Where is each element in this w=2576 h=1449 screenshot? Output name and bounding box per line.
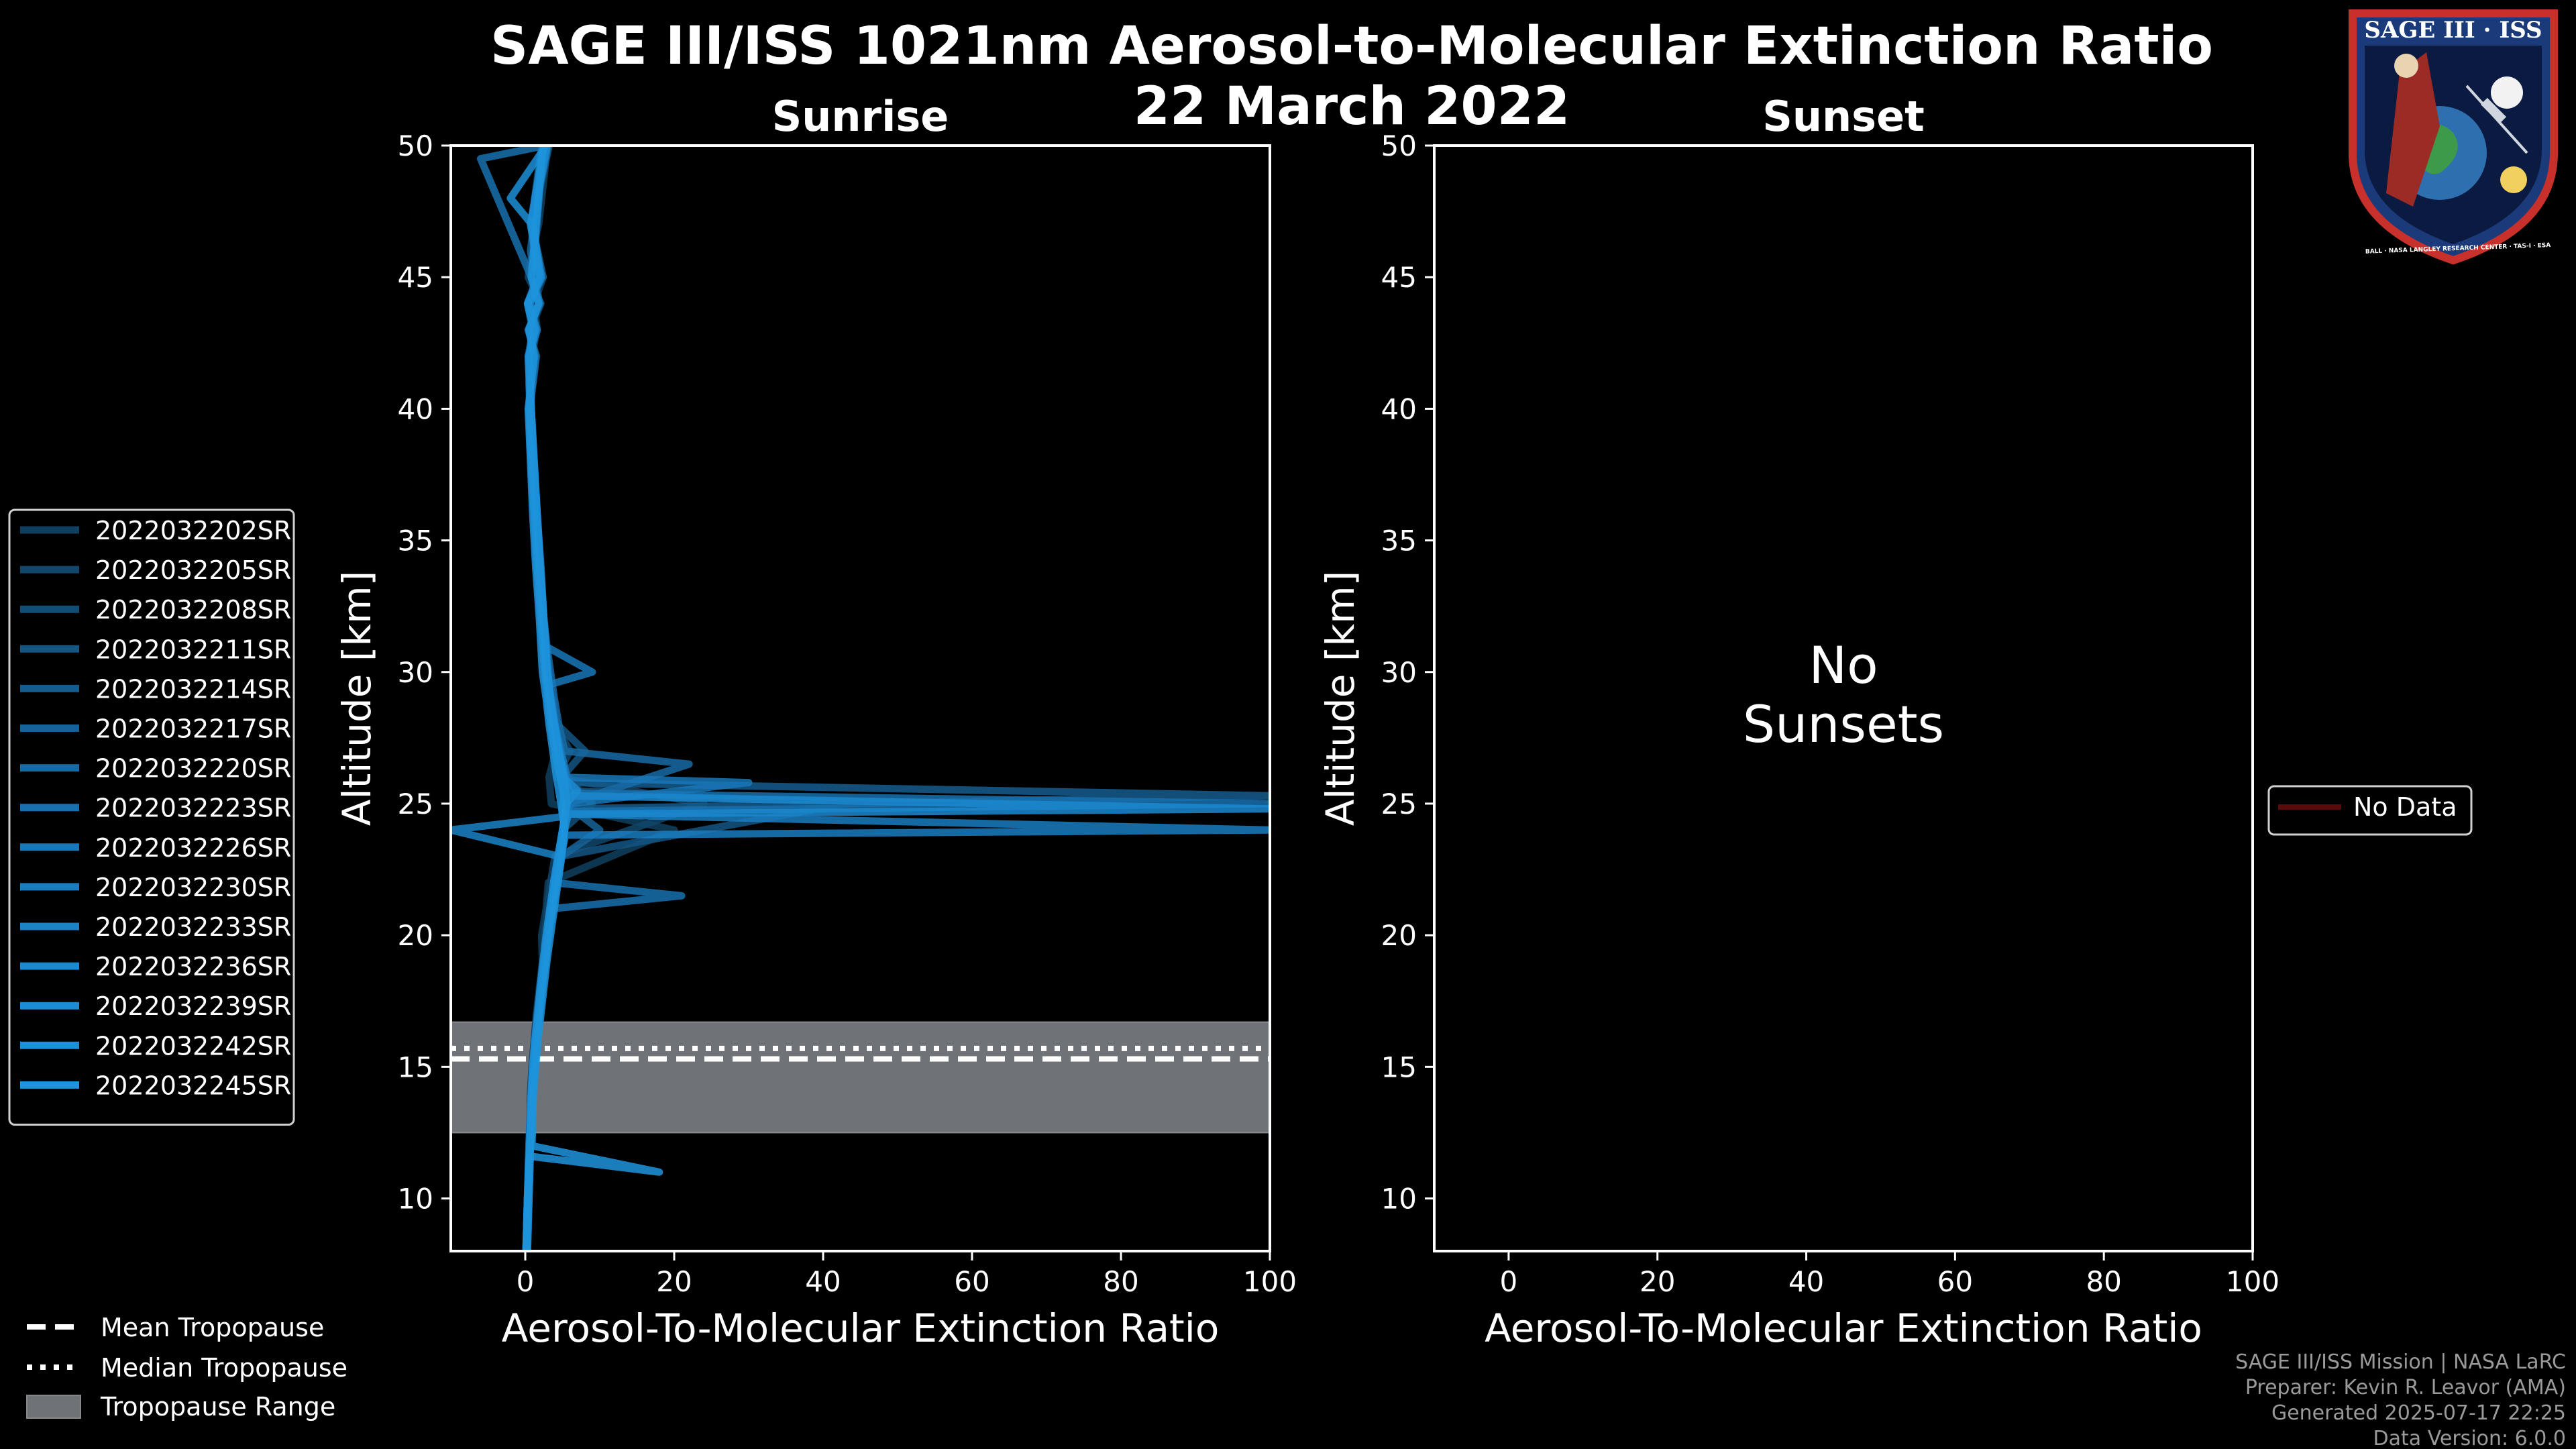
mean-tropopause-label: Mean Tropopause	[101, 1313, 324, 1342]
credit-mission: SAGE III/ISS Mission | NASA LaRC	[2235, 1350, 2566, 1374]
figure-title-line1: SAGE III/ISS 1021nm Aerosol-to-Molecular…	[490, 16, 2213, 76]
series-line-2022032245SR	[522, 146, 663, 1251]
sage-iss-logo: SAGE III · ISS BALL · NASA LANGLEY RESEA…	[2349, 9, 2558, 265]
series-legend: 2022032202SR 2022032205SR 2022032208SR 2022…	[8, 508, 295, 1126]
sunset-subplot-title: Sunset	[1762, 92, 1925, 141]
sunrise-panel: Sunrise 0 20 40 60 80 100 10 15 20 25 30 35 40 45 50 Aer…	[334, 92, 1297, 1351]
credit-preparer: Preparer: Kevin R. Leavor (AMA)	[2245, 1376, 2566, 1399]
y-tick-label: 15	[398, 1051, 433, 1083]
y-tick-label: 40	[398, 392, 433, 425]
x-tick-label: 80	[1103, 1265, 1138, 1298]
y-tick-label: 20	[1381, 919, 1417, 952]
sunrise-y-axis-label: Altitude [km]	[334, 571, 380, 826]
sunset-axes-frame	[1433, 144, 2254, 1252]
median-tropopause-label: Median Tropopause	[101, 1353, 347, 1383]
y-tick-label: 10	[398, 1183, 433, 1216]
series-legend-label: 2022032239SR	[95, 991, 291, 1021]
series-legend-label: 2022032223SR	[95, 794, 291, 823]
x-tick-label: 100	[1243, 1265, 1297, 1298]
series-legend-label: 2022032245SR	[95, 1071, 291, 1100]
x-tick-label: 0	[1500, 1265, 1518, 1298]
x-tick-label: 20	[656, 1265, 692, 1298]
sunrise-subplot-title: Sunrise	[772, 92, 949, 141]
y-tick-label: 35	[1381, 525, 1417, 557]
figure-title-line2: 22 March 2022	[1134, 76, 1570, 137]
y-tick-label: 50	[398, 129, 433, 162]
y-tick-label: 35	[398, 525, 433, 557]
credit-data-version: Data Version: 6.0.0	[2373, 1427, 2566, 1449]
series-legend-label: 2022032202SR	[95, 516, 291, 545]
x-tick-label: 0	[517, 1265, 535, 1298]
y-tick-label: 10	[1381, 1183, 1417, 1216]
tropopause-range-band	[451, 1021, 1270, 1134]
no-sunsets-annotation-line: Sunsets	[1743, 694, 1944, 754]
x-tick-label: 80	[2086, 1265, 2121, 1298]
credits: SAGE III/ISS Mission | NASA LaRC Prepare…	[2235, 1350, 2566, 1449]
x-tick-label: 40	[805, 1265, 841, 1298]
series-legend-label: 2022032242SR	[95, 1031, 291, 1061]
sunrise-axes-frame	[449, 144, 1271, 1252]
no-data-legend-label: No Data	[2353, 792, 2457, 822]
x-tick-label: 60	[954, 1265, 989, 1298]
y-tick-label: 30	[398, 656, 433, 689]
series-legend-label: 2022032220SR	[95, 754, 291, 784]
tropopause-range-swatch	[26, 1395, 81, 1419]
series-legend-label: 2022032205SR	[95, 555, 291, 585]
y-tick-label: 15	[1381, 1051, 1417, 1083]
x-tick-label: 40	[1788, 1265, 1824, 1298]
sunrise-x-axis-label: Aerosol-To-Molecular Extinction Ratio	[502, 1305, 1220, 1351]
series-legend-label: 2022032230SR	[95, 873, 291, 902]
y-tick-label: 20	[398, 919, 433, 952]
no-sunsets-annotation-line: No	[1809, 635, 1878, 695]
x-tick-label: 100	[2226, 1265, 2279, 1298]
series-legend-label: 2022032233SR	[95, 912, 291, 942]
series-legend-label: 2022032226SR	[95, 833, 291, 863]
y-tick-label: 40	[1381, 392, 1417, 425]
tropopause-legend: Mean Tropopause Median Tropopause Tropop…	[26, 1313, 347, 1421]
y-tick-label: 25	[398, 788, 433, 820]
y-tick-label: 25	[1381, 788, 1417, 820]
tropopause-range-label: Tropopause Range	[100, 1392, 335, 1421]
y-tick-label: 30	[1381, 656, 1417, 689]
sunset-y-axis-label: Altitude [km]	[1318, 571, 1363, 826]
logo-title: SAGE III · ISS	[2364, 17, 2542, 44]
series-legend-label: 2022032208SR	[95, 595, 291, 625]
y-tick-label: 50	[1381, 129, 1417, 162]
sunrise-plot-area	[451, 146, 1270, 1251]
series-legend-label: 2022032211SR	[95, 635, 291, 664]
series-legend-label: 2022032217SR	[95, 714, 291, 744]
x-tick-label: 20	[1640, 1265, 1675, 1298]
no-data-legend: No Data	[2267, 785, 2473, 836]
credit-generated: Generated 2025-07-17 22:25	[2271, 1401, 2566, 1425]
series-legend-label: 2022032214SR	[95, 674, 291, 704]
y-tick-label: 45	[398, 261, 433, 294]
series-legend-frame	[8, 508, 295, 1126]
sunset-x-axis-label: Aerosol-To-Molecular Extinction Ratio	[1485, 1305, 2202, 1351]
y-tick-label: 45	[1381, 261, 1417, 294]
x-tick-label: 60	[1937, 1265, 1973, 1298]
series-legend-label: 2022032236SR	[95, 952, 291, 981]
